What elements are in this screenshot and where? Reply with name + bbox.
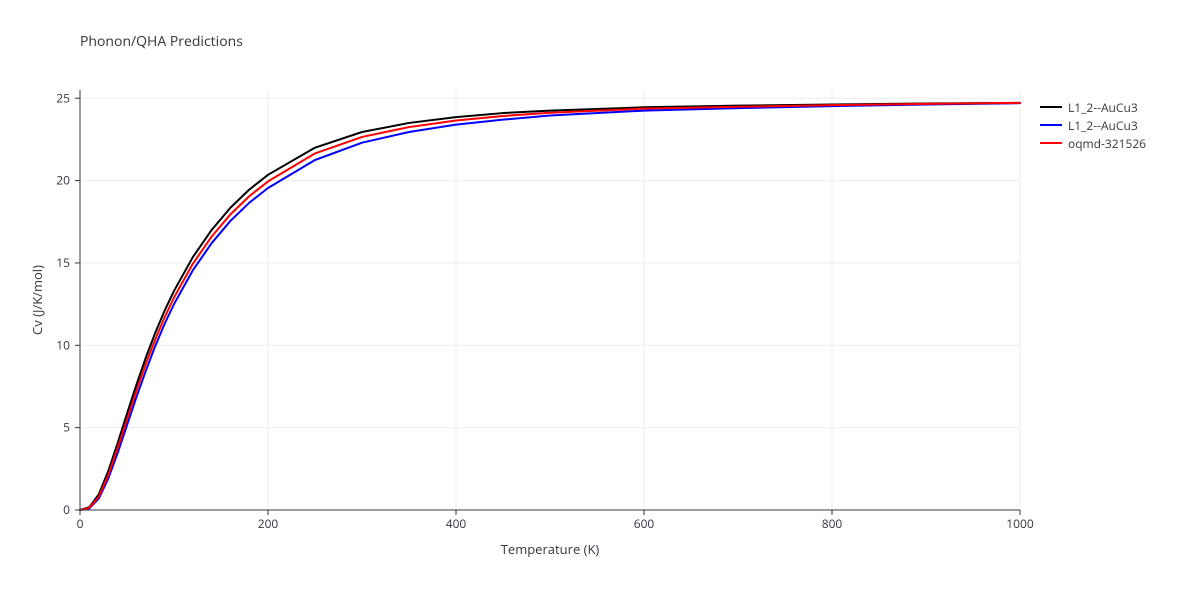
legend-swatch [1040, 106, 1062, 108]
legend-label: oqmd-321526 [1068, 135, 1146, 152]
plot-svg: 020040060080010000510152025 [80, 90, 1020, 510]
y-axis-label: Cv (J/K/mol) [28, 90, 48, 510]
series-line-0 [80, 103, 1020, 510]
legend: L1_2--AuCu3L1_2--AuCu3oqmd-321526 [1040, 98, 1146, 152]
legend-item-0[interactable]: L1_2--AuCu3 [1040, 98, 1146, 116]
legend-swatch [1040, 142, 1062, 144]
ytick-label: 20 [56, 172, 70, 189]
legend-label: L1_2--AuCu3 [1068, 117, 1138, 134]
x-axis-label: Temperature (K) [80, 540, 1020, 558]
ytick-label: 0 [63, 501, 70, 518]
xtick-label: 200 [258, 515, 279, 532]
series-line-1 [80, 103, 1020, 510]
ytick-label: 10 [56, 336, 70, 353]
plot-area: 020040060080010000510152025 [80, 90, 1020, 510]
chart-container: Phonon/QHA Predictions 02004006008001000… [0, 0, 1200, 600]
xtick-label: 0 [77, 515, 84, 532]
legend-swatch [1040, 124, 1062, 126]
xtick-label: 600 [634, 515, 655, 532]
legend-item-2[interactable]: oqmd-321526 [1040, 134, 1146, 152]
ytick-label: 15 [56, 254, 70, 271]
chart-title: Phonon/QHA Predictions [80, 32, 243, 51]
xtick-label: 400 [446, 515, 467, 532]
series-line-2 [80, 103, 1020, 510]
legend-item-1[interactable]: L1_2--AuCu3 [1040, 116, 1146, 134]
xtick-label: 1000 [1006, 515, 1034, 532]
ytick-label: 25 [56, 89, 70, 106]
xtick-label: 800 [822, 515, 843, 532]
legend-label: L1_2--AuCu3 [1068, 99, 1138, 116]
ytick-label: 5 [63, 419, 70, 436]
